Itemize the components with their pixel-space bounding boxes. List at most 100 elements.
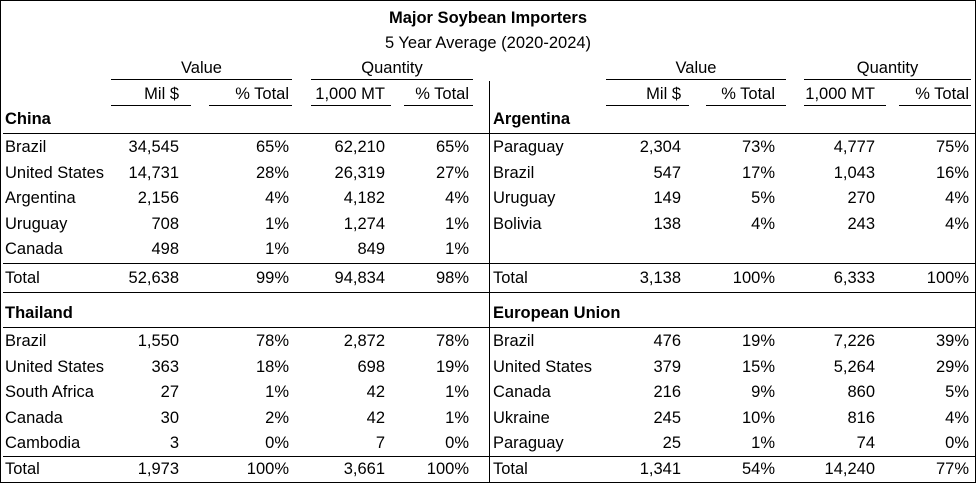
total-cell: 77% [935,460,969,478]
section-top-rule-argentina [489,133,975,134]
row-cell: 26,319 [334,163,385,182]
row-cell: 138 [653,214,681,233]
row-cell: 1% [445,240,469,259]
row-cell: 498 [151,240,179,259]
row-cell: 29% [935,357,969,376]
row-cell: 1% [265,240,289,259]
row-cell: 2,156 [137,189,179,208]
row-label: Canada [5,408,63,427]
row-label: Paraguay [493,434,564,453]
center-divider [489,81,490,482]
right-quantity-header: Quantity [856,59,919,77]
row-cell: 1% [265,383,289,402]
row-label: Cambodia [5,434,81,453]
row-cell: 78% [255,332,289,350]
section-bottom-rule-china [3,292,489,293]
total-cell: 14,240 [824,460,875,478]
total-label: Total [493,460,528,478]
right-subheader-underline-3 [899,105,971,106]
section-bottom-rule-argentina [489,292,975,293]
row-label: United States [493,357,593,376]
row-cell: 2% [265,408,289,427]
left-subheader-mt: 1,000 MT [315,85,385,103]
row-label: South Africa [5,383,94,402]
left-quantity-header: Quantity [361,59,423,77]
row-cell: 379 [653,357,681,376]
row-cell: 74 [856,434,875,453]
section-title-european-union: European Union [493,304,621,322]
section-total-rule-thailand [3,456,489,457]
row-cell: 0% [265,434,289,453]
row-cell: 78% [435,332,469,350]
row-cell: 5% [751,189,775,208]
row-label: Canada [493,383,551,402]
total-cell: 1,973 [137,460,179,478]
total-cell: 1,341 [639,460,681,478]
row-cell: 149 [653,189,681,208]
row-label: Brazil [5,138,47,156]
row-cell: 1,550 [137,332,179,350]
row-cell: 42 [366,383,385,402]
row-cell: 270 [847,189,875,208]
row-label: Paraguay [493,138,564,156]
row-cell: 65% [435,138,469,156]
row-cell: 7,226 [833,332,875,350]
row-cell: 7 [375,434,385,453]
total-cell: 100% [732,269,775,287]
total-cell: 6,333 [833,269,875,287]
row-cell: 2,872 [343,332,385,350]
left-subheader-pct: % Total [235,85,289,103]
row-cell: 73% [741,138,775,156]
left-subheader-underline-3 [404,105,473,106]
row-cell: 849 [357,240,385,259]
left-value-underline [111,79,292,80]
row-cell: 4% [751,214,775,233]
total-cell: 99% [255,269,289,287]
row-cell: 4% [945,189,969,208]
row-cell: 3 [169,434,179,453]
total-cell: 100% [926,269,969,287]
row-cell: 15% [741,357,775,376]
row-label: Ukraine [493,408,550,427]
total-cell: 98% [435,269,469,287]
row-cell: 0% [445,434,469,453]
row-cell: 27 [160,383,179,402]
row-cell: 16% [935,163,969,182]
left-subheader-underline-1 [209,105,292,106]
row-cell: 1% [445,383,469,402]
total-cell: 52,638 [128,269,179,287]
row-cell: 1% [445,408,469,427]
row-cell: 698 [357,357,385,376]
row-cell: 39% [935,332,969,350]
row-cell: 42 [366,408,385,427]
section-title-thailand: Thailand [5,304,73,322]
row-cell: 18% [255,357,289,376]
right-subheader-underline-0 [606,105,689,106]
total-cell: 54% [741,460,775,478]
row-cell: 14,731 [128,163,179,182]
row-cell: 708 [151,214,179,233]
section-top-rule-european-union [489,327,975,328]
row-label: Brazil [493,332,535,350]
total-cell: 100% [246,460,289,478]
right-subheader-underline-1 [706,105,786,106]
right-value-underline [606,79,786,80]
row-cell: 34,545 [128,138,179,156]
row-cell: 4,182 [343,189,385,208]
row-cell: 4% [445,189,469,208]
row-label: Brazil [493,163,535,182]
row-cell: 363 [151,357,179,376]
left-subheader-underline-0 [111,105,191,106]
row-cell: 17% [741,163,775,182]
section-title-argentina: Argentina [493,110,571,128]
row-cell: 5,264 [833,357,875,376]
section-total-rule-china [3,263,489,264]
row-cell: 19% [435,357,469,376]
left-subheader-pct: % Total [415,85,469,103]
row-label: Brazil [5,332,47,350]
left-quantity-underline [311,79,473,80]
row-cell: 30 [160,408,179,427]
left-value-header: Value [181,59,222,77]
row-label: Argentina [5,189,76,208]
